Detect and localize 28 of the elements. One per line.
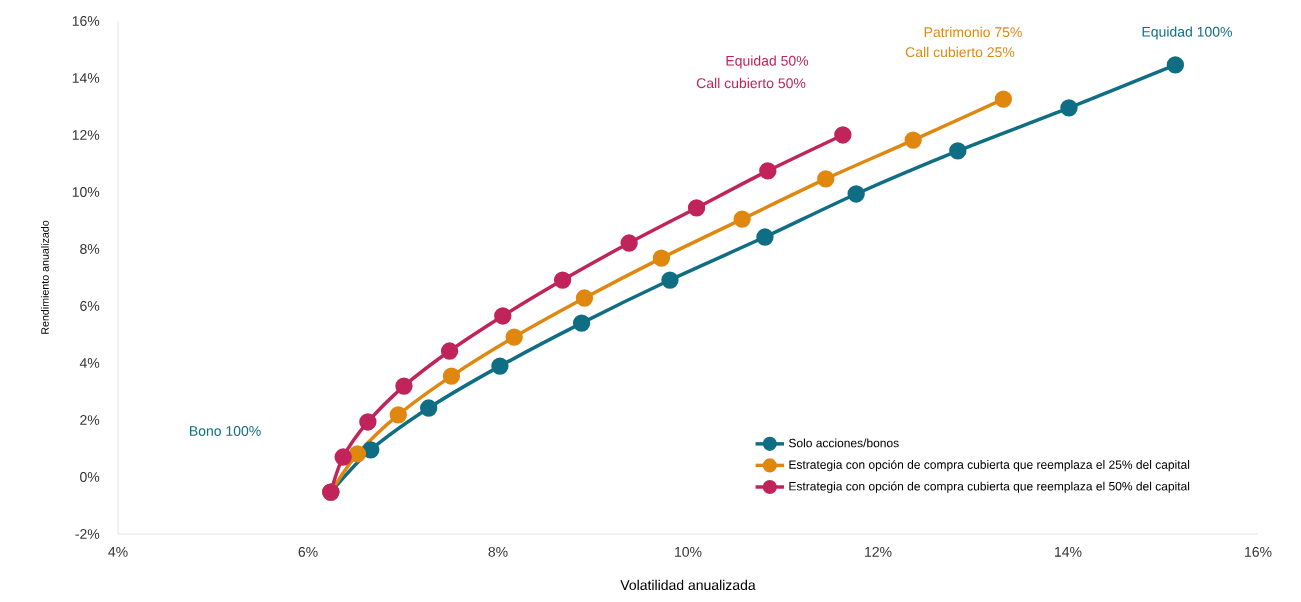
- y-tick-label: -2%: [75, 529, 100, 539]
- y-axis-title: Rendimiento anualizado: [40, 220, 49, 334]
- x-tick-label: 14%: [1055, 546, 1082, 557]
- legend-label: Solo acciones/bonos: [788, 438, 899, 448]
- annotation: Call cubierto 25%: [905, 46, 1015, 58]
- x-axis-title: Volatilidad anualizada: [620, 579, 756, 591]
- annotation: Call cubierto 50%: [696, 77, 806, 89]
- x-tick-label: 6%: [298, 546, 318, 557]
- y-tick-label: 14%: [72, 73, 100, 83]
- y-tick-label: 12%: [72, 130, 100, 140]
- y-tick-label: 8%: [80, 244, 100, 254]
- annotation: Bono 100%: [190, 426, 261, 436]
- legend-label: Estrategia con opción de compra cubierta que reemplaza el 50% del capital: [789, 481, 1190, 493]
- annotation: Patrimonio 75%: [924, 26, 1022, 38]
- y-tick-label: 4%: [79, 358, 100, 368]
- annotation: Equidad 100%: [1142, 26, 1232, 40]
- x-tick-label: 12%: [865, 546, 892, 557]
- y-tick-label: 6%: [80, 301, 100, 311]
- y-tick-label: 10%: [72, 187, 100, 197]
- x-tick-label: 10%: [675, 546, 702, 557]
- y-tick-label: 0%: [80, 472, 100, 482]
- annotation: Equidad 50%: [726, 55, 809, 69]
- y-tick-label: 16%: [72, 16, 100, 26]
- y-tick-label: 2%: [80, 415, 100, 425]
- legend-label: Estrategia con opción de compra cubierta que reemplaza el 25% del capital: [789, 459, 1190, 472]
- x-tick-label: 8%: [488, 546, 508, 557]
- x-tick-label: 4%: [108, 546, 128, 557]
- x-tick-label: 16%: [1245, 546, 1272, 557]
